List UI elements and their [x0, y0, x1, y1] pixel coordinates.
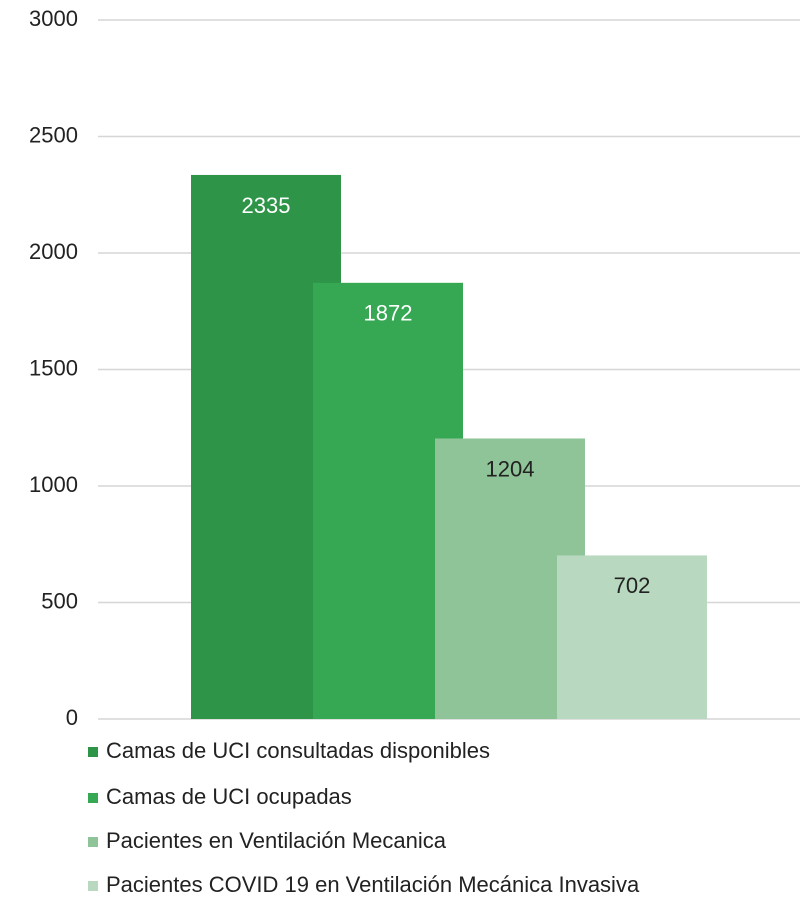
data-label: 1204 [486, 456, 535, 481]
y-tick-label: 2500 [29, 122, 78, 147]
legend-swatch [88, 793, 98, 803]
y-tick-label: 2000 [29, 239, 78, 264]
legend-swatch [88, 881, 98, 891]
legend-label: Pacientes en Ventilación Mecanica [106, 828, 447, 853]
legend-swatch [88, 837, 98, 847]
data-label: 702 [614, 573, 651, 598]
data-label: 2335 [242, 193, 291, 218]
data-label: 1872 [364, 301, 413, 326]
bar [557, 555, 707, 719]
legend-label: Camas de UCI consultadas disponibles [106, 738, 490, 763]
y-tick-label: 0 [66, 705, 78, 730]
y-tick-label: 500 [41, 588, 78, 613]
y-tick-label: 3000 [29, 6, 78, 31]
y-tick-label: 1000 [29, 472, 78, 497]
legend-label: Pacientes COVID 19 en Ventilación Mecáni… [106, 872, 640, 897]
legend-swatch [88, 747, 98, 757]
legend-label: Camas de UCI ocupadas [106, 784, 352, 809]
y-tick-label: 1500 [29, 355, 78, 380]
